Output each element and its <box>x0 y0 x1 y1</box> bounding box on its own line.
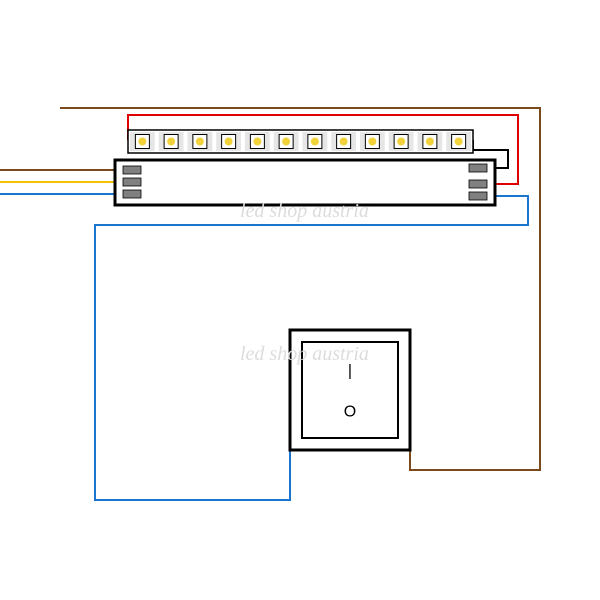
driver-terminal-right-0 <box>469 164 487 172</box>
driver-terminal-left-1 <box>123 178 141 186</box>
wall-switch[interactable]: |O <box>290 330 410 450</box>
switch-off-label: O <box>344 403 356 420</box>
driver-terminal-left-2 <box>123 190 141 198</box>
switch-on-label: | <box>348 363 352 380</box>
driver-terminal-right-1 <box>469 180 487 188</box>
led-driver <box>115 160 495 205</box>
wiring-diagram: |O <box>0 0 600 600</box>
driver-terminal-left-0 <box>123 166 141 174</box>
driver-terminal-right-2 <box>469 192 487 200</box>
led-strip <box>128 130 473 153</box>
